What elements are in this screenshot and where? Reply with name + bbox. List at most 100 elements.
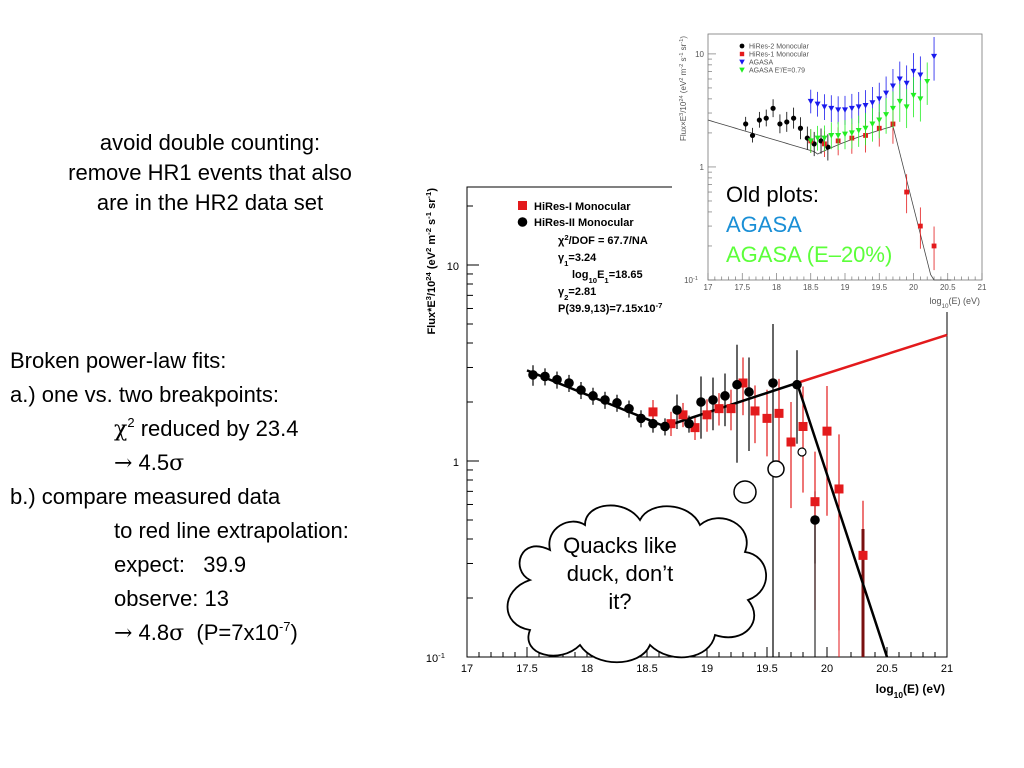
inset-hires2-point <box>777 121 783 127</box>
sigma-symbol: σ <box>169 621 185 646</box>
inset-hires2-point <box>749 132 756 139</box>
inset-agasa-point <box>848 105 855 112</box>
inset-y-tick-label: 10-1 <box>684 276 698 285</box>
hires2-point <box>672 405 682 415</box>
inset-agasa-point <box>889 83 896 90</box>
inset-agasa-point <box>842 107 848 113</box>
inset-x-tick-label: 19.5 <box>871 283 887 292</box>
inset-agasa-point <box>896 76 903 82</box>
inset-legend-label: AGASA <box>749 60 773 67</box>
annotation-gamma2: γ2=2.81 <box>558 286 596 302</box>
inset-agasa-point <box>917 72 924 79</box>
hires2-point <box>576 385 586 395</box>
hires1-point <box>738 378 748 388</box>
fits-expect-line: expect: 39.9 <box>114 552 247 577</box>
hires2-point <box>810 515 820 525</box>
hires2-point <box>732 379 742 390</box>
fits-description: Broken power-law fits: a.) one vs. two b… <box>10 344 430 650</box>
annotation-break: log10E1=18.65 <box>572 269 643 285</box>
x-tick-label: 20 <box>821 663 833 675</box>
inset-hires2-point <box>784 119 790 125</box>
inset-x-tick-label: 17 <box>704 283 713 292</box>
inset-agasa-shifted-point <box>924 79 931 85</box>
inset-agasa-shifted-point <box>883 112 890 118</box>
inset-agasa-shifted-point <box>862 125 869 132</box>
hires1-point <box>786 437 796 447</box>
x-axis-label: log10(E) (eV) <box>876 682 945 700</box>
inset-background <box>672 26 990 312</box>
inset-agasa-shifted-point <box>828 132 835 139</box>
hires2-point <box>696 397 706 407</box>
legend-marker-hires2 <box>517 217 528 227</box>
hires1-point <box>714 404 724 414</box>
arrow-right-icon: → <box>114 451 133 476</box>
inset-hires2-point <box>797 125 804 131</box>
inset-x-tick-label: 20.5 <box>940 283 956 292</box>
inset-hires1-point <box>931 243 937 249</box>
inset-agasa-point <box>869 100 876 106</box>
x-tick-label: 19.5 <box>756 663 777 675</box>
note-line: are in the HR2 data set <box>96 190 324 215</box>
inset-agasa-point <box>807 98 814 105</box>
inset-hires2-point <box>756 117 762 123</box>
fits-chi-line: χ2 reduced by 23.4 <box>10 412 430 446</box>
inset-x-tick-label: 20 <box>909 283 918 292</box>
fits-sigma-a: → 4.5σ <box>10 446 430 480</box>
inset-hires2-point <box>743 121 749 127</box>
hires2-point <box>528 370 538 380</box>
hires2-point <box>720 391 730 401</box>
inset-legend-label: HiRes-2 Monocular <box>749 44 810 51</box>
hires2-point <box>600 395 610 405</box>
x-tick-label: 20.5 <box>876 663 897 675</box>
hires1-point <box>678 410 688 420</box>
hires2-point <box>540 371 550 382</box>
fits-heading: Broken power-law fits: <box>10 348 227 373</box>
inset-y-axis-label: Flux×E3/1024 (eV2 m-2 s-1 sr-1) <box>679 36 688 141</box>
inset-legend-marker <box>739 59 745 65</box>
inset-agasa-shifted-point <box>889 105 896 112</box>
thought-bubble-medium <box>767 460 785 478</box>
y-tick-label: 10-1 <box>426 651 445 666</box>
sigma-value: 4.8 <box>132 620 170 645</box>
inset-agasa-shifted-point <box>848 130 855 136</box>
inset-agasa-shifted-point <box>821 135 828 142</box>
cloud-line: Quacks like <box>563 533 677 558</box>
inset-agasa-point <box>828 105 835 112</box>
note-line: remove HR1 events that also <box>68 160 352 185</box>
annotation-chi2: χ2/DOF = 67.7/NA <box>558 233 648 248</box>
note-double-counting: avoid double counting: remove HR1 events… <box>20 128 400 218</box>
inset-agasa-shifted-point <box>910 92 917 99</box>
probability-close: ) <box>290 620 298 645</box>
inset-agasa-point <box>862 102 869 109</box>
chi-superscript: 2 <box>127 414 135 430</box>
old-plots-caption: Old plots: AGASA AGASA (E–20%) <box>726 180 892 270</box>
hires2-point <box>612 398 622 408</box>
inset-hires2-point <box>763 115 769 121</box>
inset-agasa-point <box>821 104 828 110</box>
inset-legend-marker <box>739 67 745 73</box>
fits-extrapolation-line: to red line extrapolation: <box>114 518 349 543</box>
inset-x-tick-label: 17.5 <box>734 283 750 292</box>
probability-exponent: -7 <box>278 618 291 634</box>
annotation-probability: P(39.9,13)=7.15x10-7 <box>558 301 662 316</box>
x-tick-label: 19 <box>701 663 713 675</box>
inset-hires2-point <box>770 105 776 111</box>
annotation-gamma1: γ1=3.24 <box>558 252 597 268</box>
legend-label-hires1: HiRes-I Monocular <box>534 201 631 213</box>
note-line: avoid double counting: <box>99 130 321 155</box>
hires1-point <box>762 413 772 423</box>
agasa-label: AGASA <box>726 212 802 237</box>
hires1-point <box>834 484 844 494</box>
inset-legend-marker <box>739 51 745 57</box>
agasa-shifted-label: AGASA (E–20%) <box>726 242 893 267</box>
hires1-point <box>774 408 784 418</box>
inset-hires1-point <box>917 223 923 229</box>
inset-agasa-shifted-point <box>855 128 862 134</box>
inset-x-axis-label: log10(E) (eV) <box>929 296 980 310</box>
inset-legend-marker <box>739 43 745 49</box>
inset-agasa-point <box>876 96 883 102</box>
hires1-point <box>798 421 808 431</box>
inset-hires1-point <box>904 189 910 195</box>
x-tick-label: 17 <box>461 663 473 675</box>
inset-agasa-shifted-point <box>869 121 876 127</box>
